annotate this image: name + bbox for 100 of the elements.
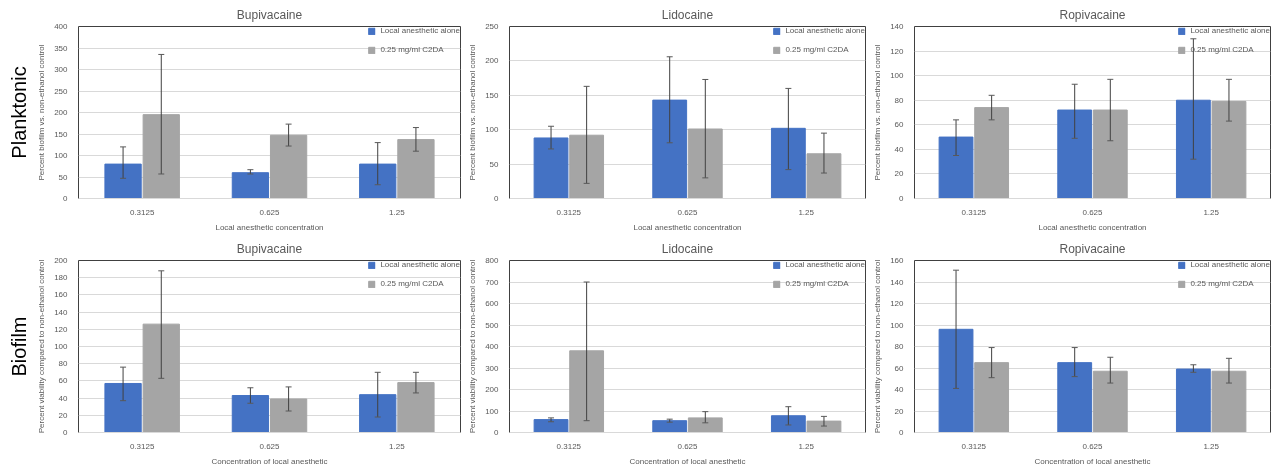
chart-title: Ropivacaine — [1059, 241, 1126, 256]
bar — [533, 419, 569, 433]
legend-label: Local anesthetic alone — [785, 26, 865, 35]
y-tick-label: 60 — [58, 376, 69, 386]
y-tick-label: 100 — [54, 151, 69, 160]
y-tick-label: 80 — [894, 95, 905, 105]
x-tick-label: 0.625 — [677, 441, 699, 451]
y-tick-label: 250 — [485, 22, 500, 31]
y-tick-label: 300 — [54, 65, 69, 74]
y-tick-label: 20 — [894, 169, 905, 179]
y-axis-title: Percent viability compared to non-ethanol control — [873, 259, 883, 434]
x-tick-label: 0.625 — [1082, 441, 1104, 451]
x-axis-title: Local anesthetic concentration — [1038, 222, 1147, 232]
bar — [569, 350, 605, 433]
bar — [397, 139, 435, 199]
y-tick-label: 200 — [485, 385, 500, 394]
y-tick-label: 0 — [899, 428, 905, 437]
bar — [652, 99, 688, 199]
bar — [1211, 100, 1247, 199]
y-tick-label: 160 — [890, 256, 905, 265]
bar — [104, 382, 142, 433]
y-tick-label: 600 — [485, 299, 500, 308]
y-tick-label: 60 — [894, 363, 905, 373]
y-tick-label: 0 — [494, 194, 500, 203]
y-tick-label: 250 — [54, 86, 69, 96]
y-tick-label: 700 — [485, 277, 500, 287]
x-tick-label: 1.25 — [798, 441, 815, 451]
bar — [397, 382, 435, 433]
legend-label: 0.25 mg/ml C2DA — [380, 45, 444, 54]
bar — [770, 127, 806, 199]
bar — [1211, 370, 1247, 433]
bar — [770, 415, 806, 433]
y-tick-label: 40 — [894, 144, 905, 154]
x-tick-label: 1.25 — [389, 441, 406, 451]
x-tick-label: 1.25 — [798, 207, 815, 217]
y-tick-label: 50 — [489, 159, 500, 169]
y-tick-label: 0 — [899, 194, 905, 203]
x-tick-label: 1.25 — [389, 207, 406, 217]
legend-label: 0.25 mg/ml C2DA — [785, 279, 849, 288]
text: Planktonic — [7, 66, 30, 159]
y-axis-title: Percent viability compared to non-ethanol control — [37, 259, 47, 434]
chart-title: Ropivacaine — [1059, 7, 1126, 22]
y-tick-label: 0 — [63, 194, 69, 203]
bar — [231, 395, 270, 433]
y-tick-label: 100 — [485, 125, 500, 135]
bar — [806, 153, 842, 199]
x-axis-title: Concentration of local anesthetic — [629, 456, 746, 466]
y-tick-label: 140 — [54, 307, 69, 317]
bar — [1175, 368, 1211, 433]
y-tick-label: 120 — [54, 324, 69, 334]
y-tick-label: 100 — [890, 320, 905, 330]
chart-title: Lidocaine — [661, 7, 714, 22]
legend-label: 0.25 mg/ml C2DA — [1190, 279, 1254, 288]
legend-label: Local anesthetic alone — [380, 260, 460, 269]
y-tick-label: 0 — [63, 428, 69, 437]
y-tick-label: 350 — [54, 43, 69, 53]
y-tick-label: 80 — [894, 342, 905, 351]
bar — [231, 172, 270, 199]
text: Biofilm — [7, 316, 30, 377]
x-tick-label: 0.3125 — [129, 441, 155, 451]
chart-title: Bupivacaine — [236, 241, 303, 256]
bar — [1092, 109, 1128, 199]
y-tick-label: 140 — [890, 22, 905, 31]
bar — [1057, 109, 1093, 199]
x-tick-label: 0.625 — [1082, 207, 1104, 217]
y-tick-label: 500 — [485, 320, 500, 330]
bar — [104, 163, 142, 199]
bar — [1057, 362, 1093, 433]
bar — [269, 134, 308, 199]
y-tick-label: 0 — [494, 428, 500, 437]
y-tick-label: 40 — [894, 385, 905, 394]
x-tick-label: 0.625 — [259, 441, 281, 451]
x-tick-label: 0.3125 — [961, 441, 987, 451]
legend-label: Local anesthetic alone — [1190, 26, 1270, 35]
y-tick-label: 80 — [58, 359, 69, 369]
y-tick-label: 200 — [54, 108, 69, 117]
chart-title: Bupivacaine — [236, 7, 303, 22]
bar — [1175, 99, 1211, 199]
x-axis-title: Local anesthetic concentration — [215, 222, 324, 232]
y-tick-label: 60 — [894, 120, 905, 130]
y-tick-label: 400 — [485, 342, 500, 351]
y-tick-label: 50 — [58, 172, 69, 182]
legend-label: 0.25 mg/ml C2DA — [785, 45, 849, 54]
bar — [687, 128, 723, 199]
y-tick-label: 120 — [890, 299, 905, 308]
y-axis-title: Percent biofilm vs. non-ethanol control — [37, 44, 47, 181]
bar — [938, 328, 974, 433]
legend-label: Local anesthetic alone — [1190, 260, 1270, 269]
y-tick-label: 800 — [485, 256, 500, 265]
x-tick-label: 0.3125 — [129, 207, 155, 217]
chart-title: Lidocaine — [661, 241, 714, 256]
bar — [652, 420, 688, 433]
bar — [974, 107, 1010, 199]
y-tick-label: 40 — [58, 393, 69, 403]
bar — [142, 323, 180, 433]
x-axis-title: Local anesthetic concentration — [633, 222, 742, 232]
y-axis-title: Percent biofilm vs. non-ethanol control — [873, 44, 883, 181]
x-tick-label: 0.3125 — [556, 207, 582, 217]
bar — [569, 134, 605, 199]
y-tick-label: 20 — [58, 410, 69, 420]
